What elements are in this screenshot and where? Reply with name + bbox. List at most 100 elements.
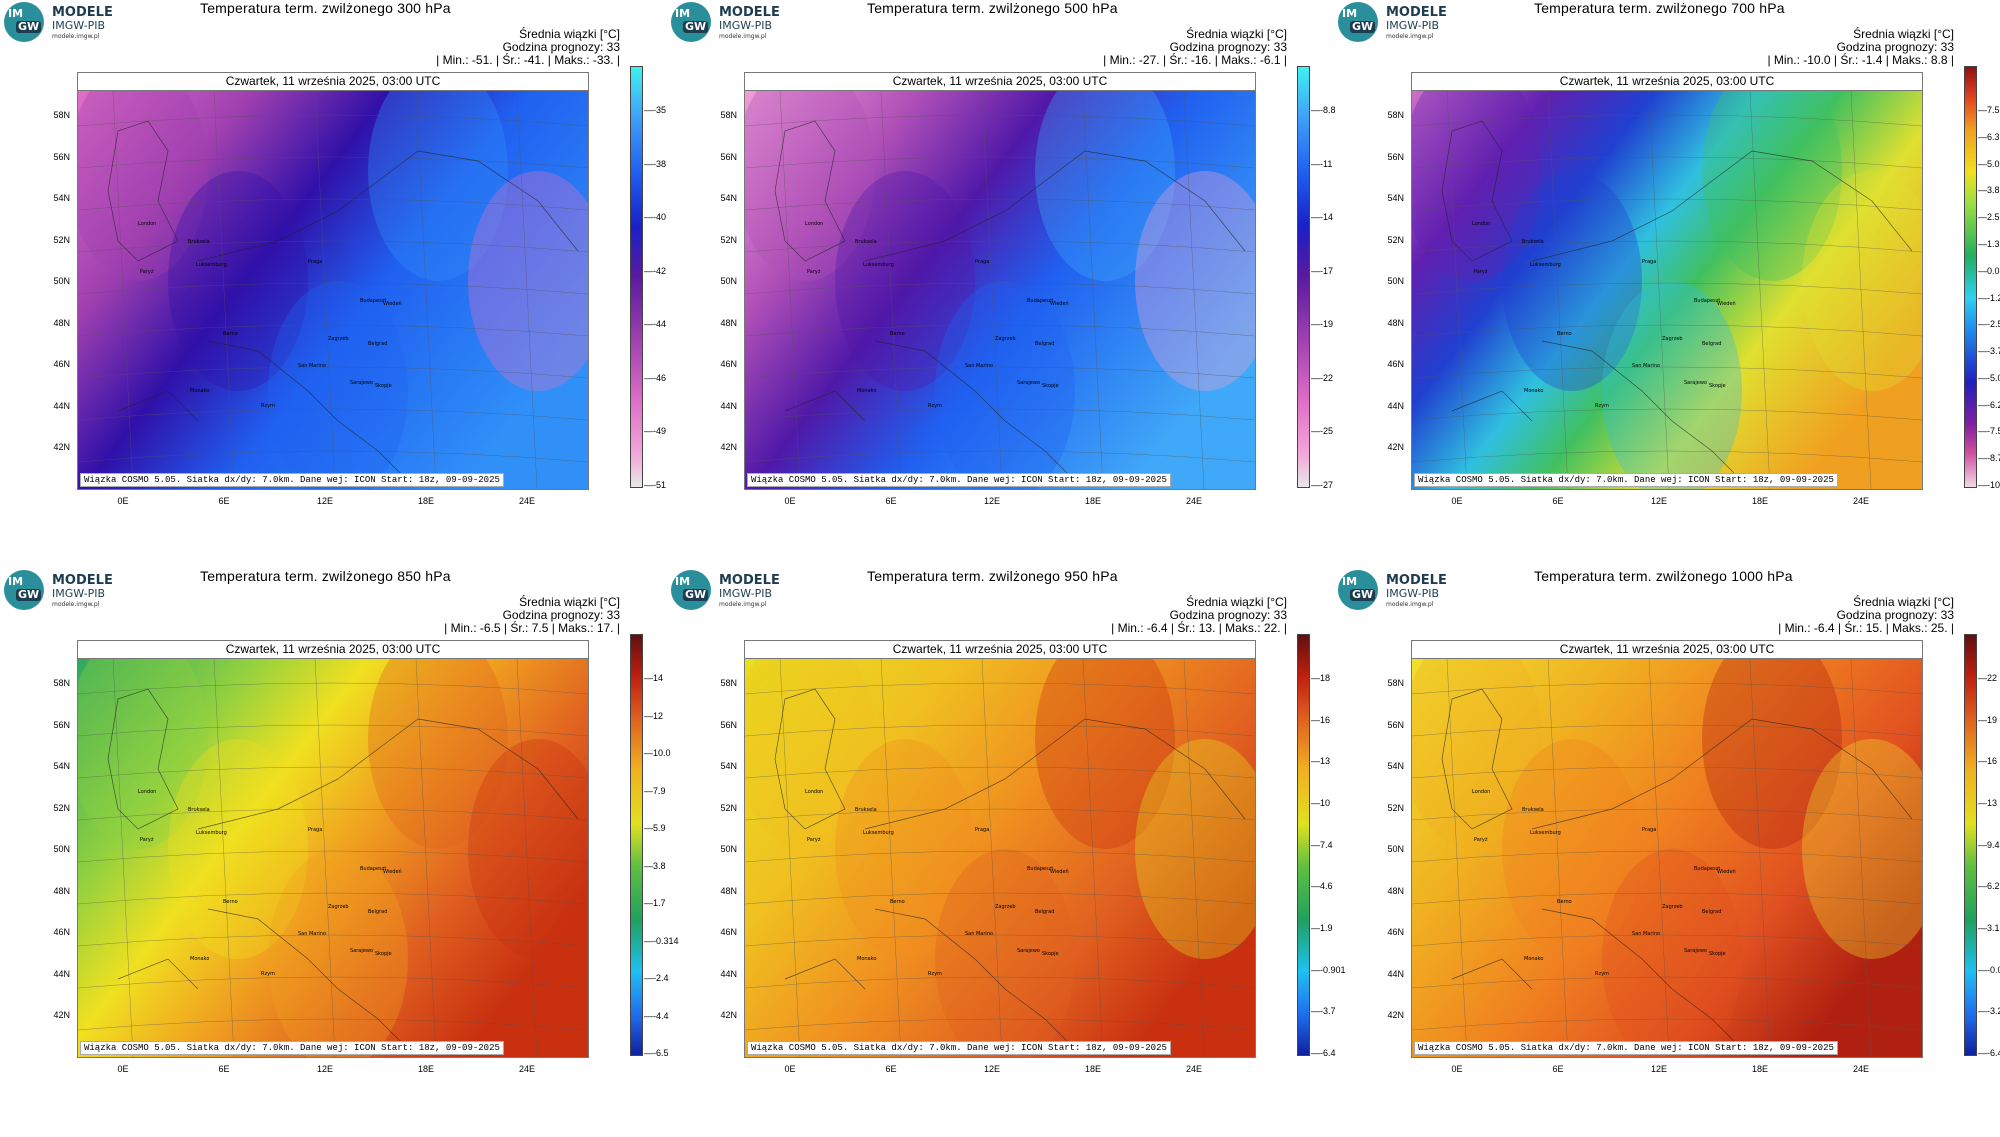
temperature-field — [1412, 659, 1922, 1057]
city-label: London — [138, 789, 157, 795]
latitude-label: 42N — [1387, 442, 1404, 452]
latitude-label: 46N — [720, 359, 737, 369]
logo-url: modele.imgw.pl — [719, 33, 767, 40]
city-label: San Marino — [1632, 931, 1661, 937]
forecast-hour: Godzina prognozy: 33 — [1836, 608, 1954, 622]
city-label: Zagrzeb — [1662, 904, 1683, 910]
longitude-label: 24E — [1185, 496, 1202, 506]
imgw-logo-icon: IM GW — [4, 570, 44, 610]
colorbar-tick-label: —0.033 — [1978, 265, 2000, 276]
latitude-label: 58N — [1387, 678, 1404, 688]
logo-url: modele.imgw.pl — [1386, 601, 1434, 608]
city-label: Sarajewo — [1684, 948, 1707, 954]
colorbar-tick-label: —2.5 — [1978, 212, 2000, 223]
longitude-label: 18E — [1084, 1064, 1101, 1074]
city-label: Paryż — [140, 269, 154, 275]
city-label: Praga — [1642, 827, 1657, 833]
panel-title: Temperatura term. zwilżonego 500 hPa — [867, 0, 1118, 16]
logo-url: modele.imgw.pl — [1386, 33, 1434, 40]
map-footer: Wiązka COSMO 5.05. Siatka dx/dy: 7.0km. … — [747, 1041, 1171, 1055]
imgw-logo[interactable]: IM GW MODELE IMGW-PIB modele.imgw.pl — [4, 570, 144, 614]
imgw-logo[interactable]: IM GW MODELE IMGW-PIB modele.imgw.pl — [1338, 570, 1478, 614]
map-date-header: Czwartek, 11 września 2025, 03:00 UTC — [745, 73, 1255, 91]
latitude-label: 44N — [53, 968, 70, 979]
latitude-label: 50N — [720, 844, 737, 854]
city-label: Berno — [890, 331, 905, 337]
colorbar-tick-label: —16 — [1311, 714, 1331, 725]
forecast-hour: Godzina prognozy: 33 — [1169, 40, 1287, 54]
map-field: London Brukselа Paryż Luksemburg Praga Wiedeń… — [745, 659, 1255, 1057]
city-label: Luksemburg — [863, 830, 894, 836]
latitude-label: 56N — [1387, 151, 1404, 162]
city-label: Skopje — [375, 951, 392, 957]
latitude-label: 56N — [720, 151, 737, 162]
city-label: Belgrad — [1035, 909, 1055, 915]
city-label: Wiedeń — [1050, 869, 1069, 875]
latitude-label: 42N — [53, 1010, 70, 1020]
colorbar-tick-label: —-19 — [1311, 319, 1334, 330]
imgw-logo[interactable]: IM GW MODELE IMGW-PIB modele.imgw.pl — [671, 2, 811, 46]
city-label: Berno — [223, 899, 238, 905]
colorbar-tick-label: —-6.4 — [1978, 1048, 2000, 1058]
logo-badge-bottom: GW — [16, 20, 42, 33]
logo-org: IMGW-PIB — [1386, 19, 1440, 32]
colorbar-tick-label: —-22 — [1311, 372, 1334, 383]
longitude-label: 0E — [117, 1064, 129, 1074]
city-label: London — [1472, 789, 1491, 795]
colorbar-tick-label: —-6.2 — [1978, 399, 2000, 410]
city-label: Zagrzeb — [1662, 336, 1683, 342]
colorbar-tick-label: —7.4 — [1311, 839, 1333, 850]
imgw-logo[interactable]: IM GW MODELE IMGW-PIB modele.imgw.pl — [4, 2, 144, 46]
city-label: Wiedeń — [383, 869, 402, 875]
logo-org: IMGW-PIB — [1386, 587, 1440, 600]
imgw-logo[interactable]: IM GW MODELE IMGW-PIB modele.imgw.pl — [1338, 2, 1478, 46]
map-frame[interactable]: Czwartek, 11 września 2025, 03:00 UTC Lon… — [744, 72, 1256, 490]
map-date-header: Czwartek, 11 września 2025, 03:00 UTC — [1412, 641, 1922, 659]
stats-line: | Min.: -27. | Śr.: -16. | Maks.: -6.1 | — [1103, 53, 1287, 67]
map-frame[interactable]: Czwartek, 11 września 2025, 03:00 UTC Lon… — [744, 640, 1256, 1058]
temperature-field — [745, 659, 1255, 1057]
colorbar-tick-label: —6.2 — [1978, 881, 2000, 892]
latitude-label: 46N — [1387, 927, 1404, 937]
map-frame[interactable]: Czwartek, 11 września 2025, 03:00 UTC Lon… — [77, 640, 589, 1058]
colorbar-tick-label: —-8.8 — [1311, 105, 1336, 115]
city-label: Brukselа — [1522, 807, 1544, 813]
colorbar-tick-label: —-46 — [644, 372, 667, 383]
longitude-label: 6E — [218, 496, 230, 506]
city-label: Luksemburg — [863, 262, 894, 268]
city-label: Sarajewo — [350, 948, 373, 954]
imgw-logo-icon: IM GW — [671, 570, 711, 610]
longitude-label: 24E — [518, 1064, 535, 1074]
latitude-label: 56N — [1387, 719, 1404, 730]
forecast-hour: Godzina prognozy: 33 — [502, 608, 620, 622]
map-field: London Brukselа Paryż Luksemburg Praga Wiedeń… — [1412, 91, 1922, 489]
logo-name: MODELE — [719, 573, 780, 588]
latitude-label: 50N — [53, 844, 70, 854]
panel-title: Temperatura term. zwilżonego 700 hPa — [1534, 0, 1785, 16]
colorbar-tick-label: —10.0 — [644, 748, 671, 758]
city-label: Luksemburg — [1530, 262, 1561, 268]
mean-label: Średnia wiązki [°C] — [519, 27, 620, 41]
longitude-label: 6E — [218, 1064, 230, 1074]
city-label: Wiedeń — [1717, 301, 1736, 307]
logo-badge-bottom: GW — [1350, 588, 1376, 601]
city-label: London — [805, 789, 824, 795]
imgw-logo[interactable]: IM GW MODELE IMGW-PIB modele.imgw.pl — [671, 570, 811, 614]
longitude-label: 0E — [1451, 496, 1463, 506]
colorbar-tick-label: —-0.314 — [644, 935, 679, 946]
logo-badge-bottom: GW — [16, 588, 42, 601]
colorbar-tick-label: —-7.5 — [1978, 426, 2000, 437]
latitude-label: 52N — [720, 234, 737, 245]
latitude-label: 50N — [720, 276, 737, 286]
colorbar-tick-label: —-0.901 — [1311, 964, 1346, 975]
forecast-panel: IM GW MODELE IMGW-PIB modele.imgw.pl Tem… — [667, 568, 1346, 1128]
colorbar-tick-label: —3.1 — [1978, 923, 2000, 933]
city-label: Budapeszt — [1027, 866, 1054, 872]
map-frame[interactable]: Czwartek, 11 września 2025, 03:00 UTC Lon… — [77, 72, 589, 490]
map-footer: Wiązka COSMO 5.05. Siatka dx/dy: 7.0km. … — [747, 473, 1171, 487]
map-frame[interactable]: Czwartek, 11 września 2025, 03:00 UTC Lon… — [1411, 640, 1923, 1058]
city-label: Berno — [1557, 331, 1572, 337]
map-frame[interactable]: Czwartek, 11 września 2025, 03:00 UTC Lon… — [1411, 72, 1923, 490]
city-label: Praga — [308, 827, 323, 833]
colorbar-tick-label: —-25 — [1311, 426, 1334, 437]
